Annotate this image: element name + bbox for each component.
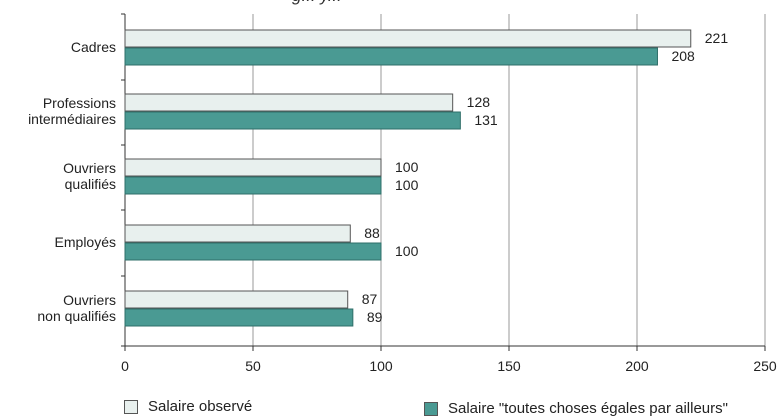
bar-observed-1 bbox=[124, 93, 454, 112]
chart-title-partial: g... y... bbox=[292, 0, 342, 6]
legend-label-adjusted: Salaire "toutes choses égales par ailleu… bbox=[448, 400, 728, 417]
value-label-adjusted-1: 131 bbox=[474, 112, 498, 128]
value-label-adjusted-3: 100 bbox=[395, 243, 419, 259]
bar-adjusted-4 bbox=[124, 308, 354, 327]
x-tick-label-150: 150 bbox=[497, 358, 521, 374]
category-label-3: Employés bbox=[0, 234, 116, 250]
x-tick-label-50: 50 bbox=[245, 358, 261, 374]
bar-observed-4 bbox=[124, 290, 349, 309]
value-label-observed-0: 221 bbox=[704, 30, 729, 46]
legend-item-observed: Salaire observé bbox=[124, 398, 252, 415]
category-label-2: Ouvriers qualifiés bbox=[0, 160, 116, 192]
category-label-line: Cadres bbox=[70, 39, 116, 55]
legend-swatch-observed bbox=[124, 399, 138, 414]
bar-observed-0 bbox=[124, 29, 692, 48]
category-label-line: intermédiaires bbox=[28, 111, 116, 127]
category-label-1: Professions intermédiaires bbox=[0, 95, 116, 127]
category-label-line: Ouvriers bbox=[63, 160, 116, 176]
bar-observed-3 bbox=[124, 224, 351, 243]
category-label-line: non qualifiés bbox=[37, 308, 116, 324]
x-tick-label-0: 0 bbox=[121, 358, 129, 374]
legend-label-observed: Salaire observé bbox=[148, 398, 253, 415]
bar-observed-2 bbox=[124, 158, 382, 177]
bar-adjusted-0 bbox=[124, 47, 658, 66]
x-tick-label-200: 200 bbox=[625, 358, 649, 374]
category-label-line: Professions bbox=[42, 95, 116, 111]
category-label-0: Cadres bbox=[0, 39, 116, 55]
value-label-adjusted-0: 208 bbox=[671, 48, 695, 64]
value-label-observed-4: 87 bbox=[361, 291, 378, 307]
value-label-observed-3: 88 bbox=[364, 225, 380, 241]
category-label-line: Ouvriers bbox=[63, 292, 116, 308]
bar-adjusted-3 bbox=[124, 242, 382, 261]
x-tick-label-250: 250 bbox=[753, 358, 777, 374]
value-label-observed-2: 100 bbox=[395, 159, 419, 175]
x-tick-label-100: 100 bbox=[369, 358, 393, 374]
value-label-adjusted-4: 89 bbox=[366, 309, 383, 325]
legend-swatch-adjusted bbox=[424, 401, 438, 416]
category-label-line: Employés bbox=[54, 234, 116, 250]
value-label-adjusted-2: 100 bbox=[395, 177, 419, 193]
value-label-observed-1: 128 bbox=[466, 94, 491, 110]
category-label-line: qualifiés bbox=[64, 176, 116, 192]
category-label-4: Ouvriers non qualifiés bbox=[0, 292, 116, 324]
legend-item-adjusted: Salaire "toutes choses égales par ailleu… bbox=[424, 400, 728, 417]
bar-adjusted-1 bbox=[124, 111, 461, 130]
bar-adjusted-2 bbox=[124, 176, 382, 195]
